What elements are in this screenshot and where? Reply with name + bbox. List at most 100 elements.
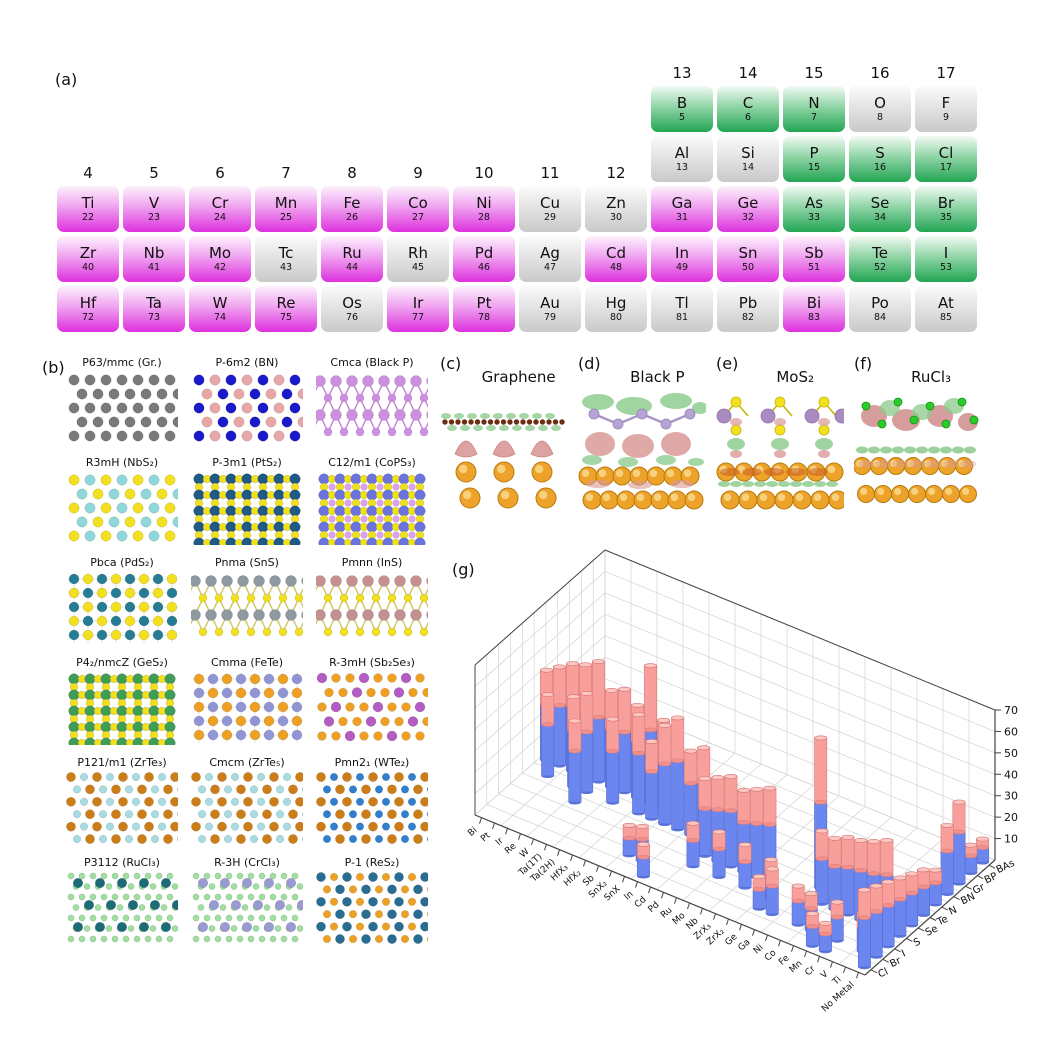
panel-letter: (e)	[716, 354, 739, 373]
group-header: 15	[804, 64, 824, 82]
structure-image	[318, 473, 426, 545]
structure-label: R-3H (CrCl₃)	[214, 856, 280, 869]
group-header: 13	[672, 64, 692, 82]
svg-text:BN: BN	[959, 891, 977, 907]
iso-image	[854, 397, 979, 503]
svg-text:50: 50	[1004, 747, 1018, 760]
iso-panel-graphene: (c) Graphene	[440, 354, 576, 510]
element-cell-At: At 85	[915, 286, 977, 332]
element-cell-V: V 23	[123, 186, 185, 232]
structure-label: P121/m1 (ZrTe₃)	[77, 756, 167, 769]
svg-text:V: V	[819, 969, 831, 981]
structure-image	[316, 872, 428, 944]
structure-tile: Cmcm (ZrTe₅)	[185, 756, 309, 856]
group-header: 5	[149, 164, 159, 182]
element-cell-Co: Co 27	[387, 186, 449, 232]
group-header: 14	[738, 64, 758, 82]
group-header: 9	[413, 164, 423, 182]
element-cell-Rh: Rh 45	[387, 236, 449, 282]
element-cell-P: P 15	[783, 136, 845, 182]
svg-text:Pt: Pt	[479, 830, 493, 844]
element-cell-Br: Br 35	[915, 186, 977, 232]
element-cell-Ga: Ga 31	[651, 186, 713, 232]
structure-label: Cmcm (ZrTe₅)	[209, 756, 285, 769]
element-cell-S: S 16	[849, 136, 911, 182]
element-cell-Mn: Mn 25	[255, 186, 317, 232]
iso-panel-mos2: (e) MoS₂	[716, 354, 852, 510]
structure-tile: Pmn2₁ (WTe₂)	[310, 756, 434, 856]
structure-tile: Pnma (SnS)	[185, 556, 309, 656]
group-header: 17	[936, 64, 956, 82]
structure-label: R-3mH (Sb₂Se₃)	[329, 656, 415, 669]
svg-text:BP: BP	[983, 871, 999, 886]
structure-tile: Pbca (PdS₂)	[60, 556, 184, 656]
panel-g-letter: (g)	[452, 560, 475, 579]
element-cell-Hg: Hg 80	[585, 286, 647, 332]
element-cell-W: W 74	[189, 286, 251, 332]
iso-image	[578, 393, 706, 510]
panel-letter: (d)	[578, 354, 601, 373]
structure-image	[316, 375, 428, 437]
element-cell-Ru: Ru 44	[321, 236, 383, 282]
structure-image	[316, 772, 428, 844]
element-cell-Bi: Bi 83	[783, 286, 845, 332]
structure-label: Cmma (FeTe)	[210, 656, 284, 669]
structure-image	[68, 673, 176, 745]
svg-text:Ti: Ti	[830, 975, 843, 988]
element-cell-Te: Te 52	[849, 236, 911, 282]
element-cell-Tc: Tc 43	[255, 236, 317, 282]
group-header: 11	[540, 164, 560, 182]
element-cell-Si: Si 14	[717, 136, 779, 182]
element-cell-In: In 49	[651, 236, 713, 282]
svg-text:10: 10	[1004, 833, 1018, 846]
iso-panel-blackp: (d) Black P	[578, 354, 714, 510]
svg-text:W: W	[518, 847, 531, 860]
element-cell-Cl: Cl 17	[915, 136, 977, 182]
svg-text:S: S	[912, 936, 922, 949]
structure-label: P-6m2 (BN)	[215, 356, 279, 369]
structure-image	[68, 374, 178, 442]
group-header: 4	[83, 164, 93, 182]
structure-tile: C12/m1 (CoPS₃)	[310, 456, 434, 556]
svg-text:Re: Re	[503, 841, 518, 856]
svg-text:Se: Se	[924, 923, 940, 938]
element-cell-Pd: Pd 46	[453, 236, 515, 282]
element-cell-Ir: Ir 77	[387, 286, 449, 332]
element-cell-Nb: Nb 41	[123, 236, 185, 282]
crystal-structure-grid: P63/mmc (Gr.) P-6m2 (BN) Cmca (Black P) R3m…	[60, 356, 434, 956]
element-cell-Ta: Ta 73	[123, 286, 185, 332]
structure-tile: R3mH (NbS₂)	[60, 456, 184, 556]
svg-text:N: N	[947, 905, 958, 918]
structure-tile: P3112 (RuCl₃)	[60, 856, 184, 956]
panel-a-letter: (a)	[55, 70, 78, 89]
structure-image	[193, 673, 303, 743]
structure-label: Cmca (Black P)	[330, 356, 414, 369]
periodic-table: 13 14 15 16 17 4 5 6 7 8 9 10 11 12 B 5 C 6 N 7 O 8 F 9 Al 13 Si 14…	[57, 58, 977, 332]
element-cell-Hf: Hf 72	[57, 286, 119, 332]
structure-label: R3mH (NbS₂)	[85, 456, 159, 469]
structure-label: P3112 (RuCl₃)	[84, 856, 160, 869]
iso-panel-rucl3: (f) RuCl₃	[854, 354, 990, 510]
element-cell-Se: Se 34	[849, 186, 911, 232]
structure-image	[193, 374, 303, 442]
element-cell-Sn: Sn 50	[717, 236, 779, 282]
element-cell-Po: Po 84	[849, 286, 911, 332]
svg-text:Cl: Cl	[877, 966, 890, 980]
structure-image	[68, 474, 178, 542]
structure-image	[191, 772, 303, 844]
element-cell-Os: Os 76	[321, 286, 383, 332]
structure-tile: R-3H (CrCl₃)	[185, 856, 309, 956]
element-cell-Fe: Fe 26	[321, 186, 383, 232]
panel-b-letter: (b)	[42, 358, 65, 377]
element-cell-Zr: Zr 40	[57, 236, 119, 282]
structure-tile: Pmnn (InS)	[310, 556, 434, 656]
structure-label: Pmnn (InS)	[341, 556, 403, 569]
structure-tile: P121/m1 (ZrTe₃)	[60, 756, 184, 856]
svg-text:Br: Br	[888, 955, 903, 970]
element-cell-Re: Re 75	[255, 286, 317, 332]
group-header: 8	[347, 164, 357, 182]
structure-tile: P63/mmc (Gr.)	[60, 356, 184, 456]
